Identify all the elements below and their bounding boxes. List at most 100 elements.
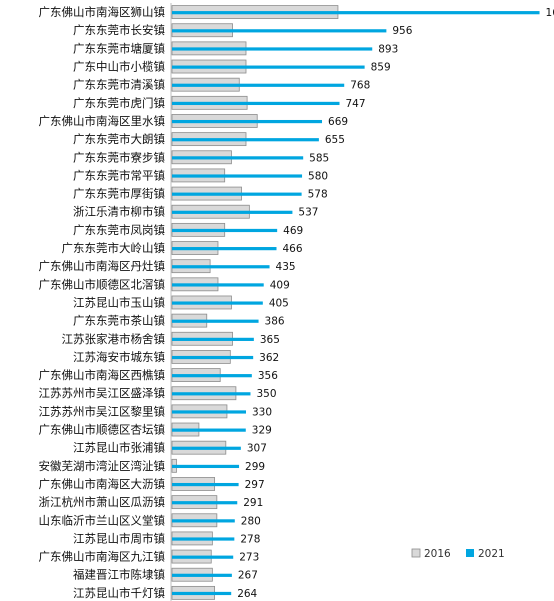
data-label-4: 768 (350, 80, 370, 92)
bar-2021-27 (172, 501, 238, 505)
data-label-28: 280 (241, 515, 261, 527)
bar-2021-3 (172, 65, 365, 69)
category-label-17: 广东东莞市茶山镇 (73, 314, 165, 328)
data-label-15: 409 (270, 279, 290, 291)
legend-swatch-2021 (466, 549, 474, 557)
bar-2021-15 (172, 283, 264, 287)
category-label-5: 广东东莞市虎门镇 (73, 96, 165, 110)
category-label-27: 浙江杭州市萧山区瓜沥镇 (39, 495, 166, 509)
category-label-18: 江苏张家港市杨舍镇 (62, 332, 166, 346)
category-label-7: 广东东莞市大朗镇 (73, 132, 165, 146)
data-label-7: 655 (325, 134, 345, 146)
category-label-30: 广东佛山市南海区九江镇 (39, 550, 166, 564)
bar-2021-26 (172, 482, 239, 487)
category-label-15: 广东佛山市顺德区北滘镇 (39, 277, 166, 291)
category-label-0: 广东佛山市南海区狮山镇 (39, 5, 166, 19)
category-label-2: 广东东莞市塘厦镇 (73, 41, 165, 55)
category-label-19: 江苏海安市城东镇 (73, 350, 165, 364)
bar-2021-7 (172, 138, 319, 142)
category-label-10: 广东东莞市厚街镇 (73, 187, 165, 201)
bar-2021-9 (172, 174, 303, 178)
data-label-30: 273 (239, 552, 259, 564)
data-label-1: 956 (392, 25, 412, 37)
data-label-22: 330 (252, 406, 272, 418)
data-label-23: 329 (252, 425, 272, 437)
data-label-32: 264 (237, 588, 257, 600)
data-label-21: 350 (256, 388, 276, 400)
bar-2021-11 (172, 210, 293, 214)
bar-2021-2 (172, 47, 373, 51)
category-labels: 广东佛山市南海区狮山镇广东东莞市长安镇广东东莞市塘厦镇广东中山市小榄镇广东东莞市… (39, 5, 166, 600)
data-label-20: 356 (258, 370, 278, 382)
bar-2021-0 (172, 11, 540, 15)
data-label-13: 466 (282, 243, 302, 255)
bar-2021-20 (172, 374, 252, 378)
bar-2021-24 (172, 446, 241, 450)
data-label-3: 859 (371, 62, 391, 74)
data-label-26: 297 (245, 479, 265, 491)
legend-label-2016: 2016 (424, 548, 451, 560)
data-label-27: 291 (243, 497, 263, 509)
bar-2021-17 (172, 319, 259, 323)
bar-2021-16 (172, 301, 263, 305)
bar-2021-14 (172, 265, 270, 269)
category-label-20: 广东佛山市南海区西樵镇 (39, 368, 166, 382)
data-label-24: 307 (247, 443, 267, 455)
bar-2021-31 (172, 573, 232, 577)
category-label-23: 广东佛山市顺德区杏坛镇 (39, 423, 166, 437)
bar-2021-30 (172, 555, 234, 559)
bar-2021-10 (172, 192, 302, 196)
category-label-24: 江苏昆山市张浦镇 (73, 441, 165, 455)
data-label-12: 469 (283, 225, 303, 237)
bar-2021-12 (172, 228, 278, 233)
bar-2021-18 (172, 337, 254, 341)
category-label-16: 江苏昆山市玉山镇 (73, 295, 165, 309)
data-label-6: 669 (328, 116, 348, 128)
legend-swatch-2016 (411, 548, 421, 558)
data-label-14: 435 (276, 261, 296, 273)
category-label-31: 福建晋江市陈埭镇 (73, 568, 165, 582)
bar-2021-13 (172, 247, 277, 251)
data-label-2: 893 (378, 43, 398, 55)
bar-2021-23 (172, 428, 246, 432)
bar-2021-22 (172, 410, 246, 414)
bar-2021-8 (172, 156, 304, 160)
category-label-6: 广东佛山市南海区里水镇 (39, 114, 166, 128)
category-label-8: 广东东莞市寮步镇 (73, 150, 165, 164)
category-label-26: 广东佛山市南海区大沥镇 (39, 477, 166, 491)
bar-2021-25 (172, 464, 240, 469)
bars-layer (170, 3, 540, 601)
category-label-29: 江苏昆山市周市镇 (73, 531, 165, 545)
data-label-17: 386 (265, 316, 285, 328)
data-label-10: 578 (308, 189, 328, 201)
bar-2021-21 (172, 392, 251, 396)
category-label-9: 广东东莞市常平镇 (73, 168, 165, 182)
legend: 2016 2021 (411, 548, 505, 560)
bar-2021-28 (172, 519, 235, 523)
category-label-3: 广东中山市小榄镇 (73, 60, 165, 74)
data-label-11: 537 (298, 207, 318, 219)
data-label-19: 362 (259, 352, 279, 364)
category-label-1: 广东东莞市长安镇 (73, 23, 165, 37)
category-label-22: 江苏苏州市吴江区黎里镇 (39, 404, 166, 418)
category-label-4: 广东东莞市清溪镇 (73, 78, 165, 92)
bar-2021-29 (172, 537, 235, 541)
bar-2021-4 (172, 83, 345, 87)
bar-2021-5 (172, 101, 340, 106)
category-label-28: 山东临沂市兰山区义堂镇 (39, 513, 166, 527)
category-label-13: 广东东莞市大岭山镇 (62, 241, 166, 255)
data-label-25: 299 (245, 461, 265, 473)
category-label-11: 浙江乐清市柳市镇 (73, 205, 165, 219)
data-label-16: 405 (269, 297, 289, 309)
data-label-0: 1639 (546, 7, 554, 19)
bar-2021-1 (172, 29, 387, 33)
data-label-31: 267 (238, 570, 258, 582)
bar-2021-19 (172, 355, 254, 360)
category-label-25: 安徽芜湖市湾沚区湾沚镇 (39, 459, 166, 473)
category-label-12: 广东东莞市凤岗镇 (73, 223, 165, 237)
category-label-14: 广东佛山市南海区丹灶镇 (39, 259, 166, 273)
category-label-21: 江苏苏州市吴江区盛泽镇 (39, 386, 166, 400)
data-label-9: 580 (308, 170, 328, 182)
